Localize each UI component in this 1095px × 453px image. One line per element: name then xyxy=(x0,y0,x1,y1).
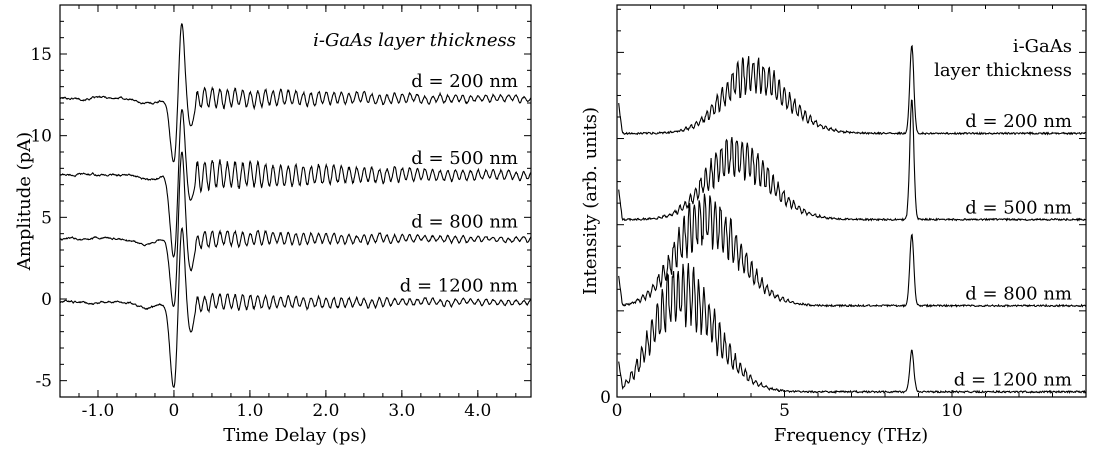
frequency-domain-y-axis-label: Intensity (arb. units) xyxy=(580,107,601,295)
frequency-domain-y-tick-label: 0 xyxy=(600,388,611,408)
frequency-domain-trace xyxy=(618,193,1087,308)
time-domain-x-tick-label: 3.0 xyxy=(388,401,415,421)
frequency-domain-legend-title-line-2: layer thickness xyxy=(934,60,1072,81)
frequency-domain-trace xyxy=(618,263,1087,395)
time-domain-y-tick-label: 0 xyxy=(41,290,52,310)
time-domain-series-label: d = 1200 nm xyxy=(400,275,518,296)
frequency-domain-x-tick-label: 10 xyxy=(941,401,963,421)
frequency-domain-series-label: d = 500 nm xyxy=(965,197,1072,218)
time-domain-trace xyxy=(60,226,532,389)
time-domain-chart: -1.0 0 1.0 2.0 3.0 4.0 -5 0 5 10 15 Time Delay (ps… xyxy=(14,4,532,446)
time-domain-y-tick-label: 10 xyxy=(30,127,52,147)
time-domain-traces xyxy=(59,23,532,389)
time-domain-x-tick-label: -1.0 xyxy=(82,401,115,421)
frequency-domain-x-tick-label: 5 xyxy=(779,401,790,421)
time-domain-x-tick-label: 0 xyxy=(169,401,180,421)
time-domain-x-tick-label: 1.0 xyxy=(236,401,263,421)
time-domain-y-axis-label: Amplitude (pA) xyxy=(14,132,35,271)
time-domain-ticks: -1.0 0 1.0 2.0 3.0 4.0 -5 0 5 10 15 xyxy=(30,5,531,421)
time-domain-y-tick-label: -5 xyxy=(35,372,52,392)
frequency-domain-series-label: d = 800 nm xyxy=(965,284,1072,305)
frequency-domain-x-tick-label: 0 xyxy=(612,401,623,421)
time-domain-legend-title: i-GaAs layer thickness xyxy=(313,30,516,51)
time-domain-series-label: d = 500 nm xyxy=(411,148,518,169)
frequency-domain-trace xyxy=(618,44,1086,136)
time-domain-plot-frame xyxy=(59,4,532,398)
time-domain-x-tick-label: 4.0 xyxy=(464,401,491,421)
time-domain-trace xyxy=(60,23,532,163)
time-domain-y-tick-label: 5 xyxy=(41,208,52,228)
frequency-domain-series-label: d = 200 nm xyxy=(965,111,1072,132)
time-domain-x-axis-label: Time Delay (ps) xyxy=(223,425,366,446)
time-domain-series-label: d = 800 nm xyxy=(411,212,518,233)
frequency-domain-series-label: d = 1200 nm xyxy=(954,370,1072,391)
frequency-domain-legend-title-line-1: i-GaAs xyxy=(1013,36,1072,57)
frequency-domain-chart: 0 5 10 0 Frequency (THz) Intensity (arb. un… xyxy=(580,4,1087,446)
frequency-domain-series-labels: d = 200 nm d = 500 nm d = 800 nm d = 1200 n… xyxy=(954,111,1072,390)
time-domain-y-tick-label: 15 xyxy=(30,45,52,65)
frequency-domain-ticks: 0 5 10 0 xyxy=(600,5,1086,421)
time-domain-series-label: d = 200 nm xyxy=(411,71,518,92)
frequency-domain-traces xyxy=(618,44,1087,395)
time-domain-trace xyxy=(59,151,532,308)
time-domain-series-labels: d = 200 nm d = 500 nm d = 800 nm d = 1200 n… xyxy=(400,71,518,296)
time-domain-x-tick-label: 2.0 xyxy=(312,401,339,421)
time-domain-trace xyxy=(59,109,532,258)
frequency-domain-x-axis-label: Frequency (THz) xyxy=(774,425,928,446)
frequency-domain-trace xyxy=(618,99,1086,222)
